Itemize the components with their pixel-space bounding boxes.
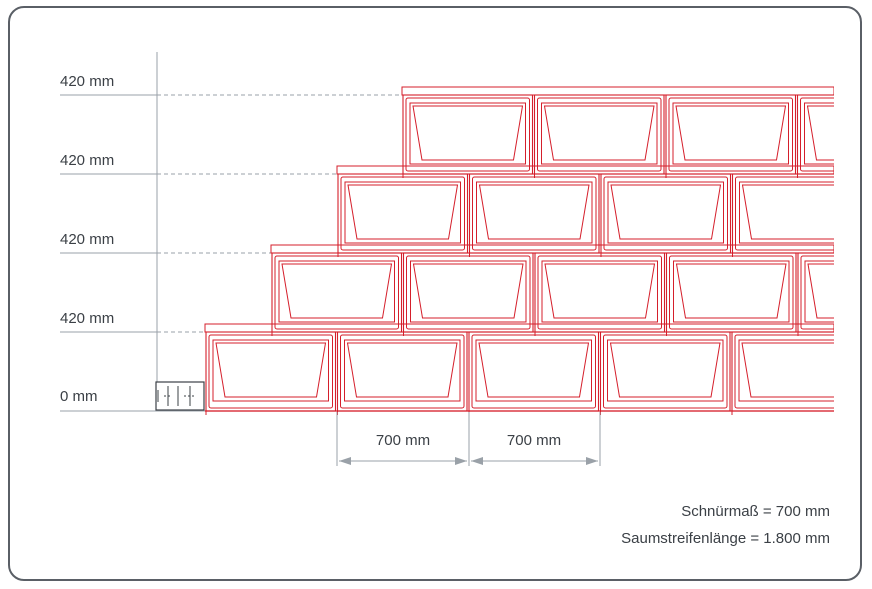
dimension-label-1: 700 mm (376, 432, 430, 449)
stone-row-2 (270, 244, 834, 336)
stone (402, 94, 534, 178)
stone (336, 331, 468, 415)
stone (797, 252, 834, 336)
stone (534, 252, 666, 336)
stone (468, 173, 600, 257)
row-label-2: 420 mm (60, 152, 114, 169)
dimension-lines (336, 412, 601, 466)
stone (796, 94, 834, 178)
stone (271, 252, 403, 336)
dimension-label-2: 700 mm (507, 432, 561, 449)
row-label-base: 0 mm (60, 388, 98, 405)
row-label-3: 420 mm (60, 231, 114, 248)
stone (599, 331, 731, 415)
row-label-4: 420 mm (60, 310, 114, 327)
stone (337, 173, 469, 257)
row-label-1: 420 mm (60, 73, 114, 90)
note-saumstreifen: Saumstreifenlänge = 1.800 mm (621, 530, 830, 547)
stone-rows (204, 86, 872, 415)
stone (468, 331, 600, 415)
note-schnurmass: Schnürmaß = 700 mm (681, 503, 830, 520)
diagram-frame (8, 6, 862, 581)
stone-row-1 (204, 323, 872, 415)
stone (665, 94, 797, 178)
stone (533, 94, 665, 178)
stone (864, 332, 872, 415)
stone (402, 252, 534, 336)
stone (205, 331, 337, 415)
stone-row-4 (401, 86, 834, 178)
stone (665, 252, 797, 336)
edge-strip (155, 381, 205, 411)
stone (731, 331, 834, 415)
stone-row-3 (336, 165, 834, 257)
